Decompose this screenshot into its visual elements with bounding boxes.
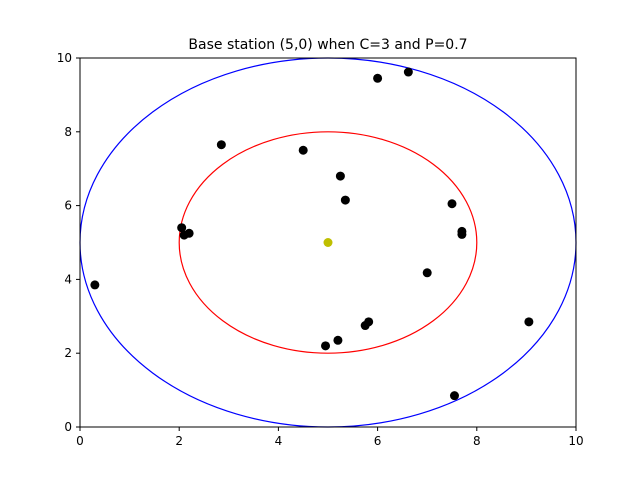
x-tick-label: 10 [568,434,583,448]
y-tick-label: 2 [64,346,72,360]
data-point-14 [403,67,413,77]
data-point-12 [364,317,374,327]
x-tick-label: 0 [76,434,84,448]
plot-frame [79,57,577,428]
data-point-6 [298,145,308,155]
x-tick-label: 8 [473,434,481,448]
inner-circle [178,131,478,354]
y-tick-label: 0 [64,420,72,434]
y-tick-label: 6 [64,199,72,213]
y-tick-label: 10 [57,51,72,65]
data-point-8 [333,335,343,345]
data-point-1 [90,280,100,290]
data-point-20 [524,317,534,327]
data-point-15 [422,268,432,278]
data-point-19 [457,229,467,239]
chart-title: Base station (5,0) when C=3 and P=0.7 [188,37,467,53]
base-station-point [323,238,333,247]
y-tick-label: 8 [64,125,72,139]
data-point-17 [449,391,459,401]
x-tick-label: 2 [175,434,183,448]
x-tick-label: 4 [275,434,283,448]
data-point-9 [335,171,345,181]
data-point-7 [321,341,331,351]
x-axis: 0 2 4 6 8 10 [76,427,584,448]
y-axis: 0 2 4 6 8 10 [57,51,80,434]
data-point-13 [373,73,383,83]
data-point-5 [216,140,226,150]
data-point-4 [184,228,194,238]
data-point-16 [447,199,457,209]
y-tick-label: 4 [64,272,72,286]
x-tick-label: 6 [374,434,382,448]
data-point-10 [340,195,350,205]
data-point-2 [177,223,187,233]
